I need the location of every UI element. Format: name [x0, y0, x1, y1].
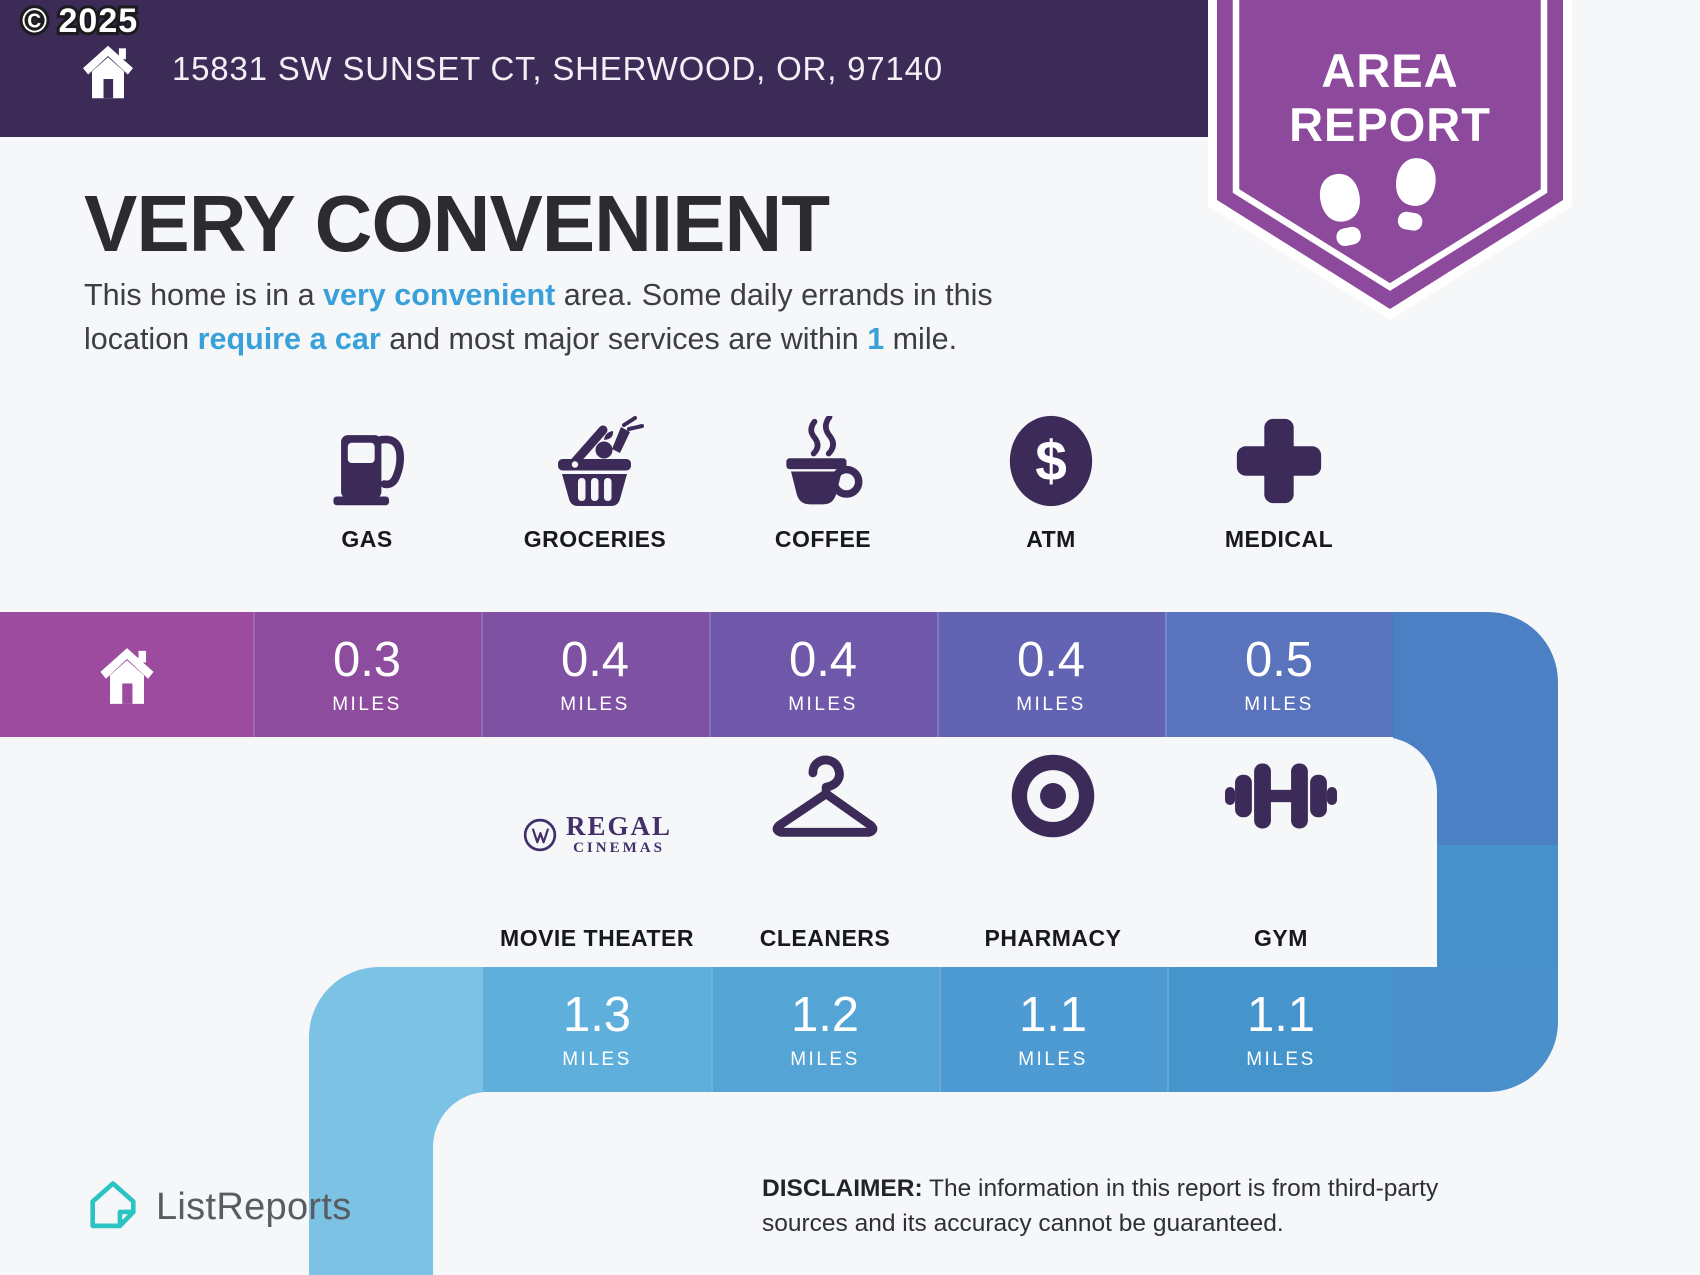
service-label: MEDICAL	[1224, 526, 1334, 552]
page-title: VERY CONVENIENT	[84, 179, 830, 268]
band2-distance-cell: 1.1 MILES	[939, 967, 1167, 1092]
disclaimer-text: DISCLAIMER: The information in this repo…	[762, 1172, 1507, 1242]
gas-pump-icon	[253, 400, 481, 510]
band2-distance-cell: 1.1 MILES	[1167, 967, 1395, 1092]
service-column-cleaners: CLEANERS	[711, 737, 939, 967]
distance-value: 1.3	[562, 987, 632, 1042]
band2-distance-cell: 1.2 MILES	[711, 967, 939, 1092]
service-label: ATM	[1026, 526, 1076, 552]
service-label: GAS	[341, 526, 393, 552]
svg-text:$: $	[1035, 431, 1067, 494]
band2-distance-cell: 1.3 MILES	[483, 967, 711, 1092]
distance-value: 0.3	[332, 632, 402, 687]
description-segment: and most major services are within	[380, 321, 868, 356]
description-highlight: very convenient	[323, 278, 556, 312]
distance-unit: MILES	[788, 693, 858, 715]
band1-distance-cell: 0.4 MILES	[481, 612, 709, 737]
header-bar	[0, 0, 1240, 137]
description-segment: mile.	[884, 321, 958, 356]
listreports-wordmark: ListReports	[156, 1186, 352, 1228]
service-column-gas: GAS	[253, 400, 481, 553]
distance-value: 0.4	[560, 632, 630, 687]
home-icon	[93, 642, 161, 710]
distance-unit: MILES	[560, 693, 630, 715]
band1-distance-cell: 0.3 MILES	[253, 612, 481, 737]
route-turn-right-bottom	[1395, 967, 1558, 1092]
distance-value: 0.4	[788, 632, 858, 687]
listreports-logo-icon	[84, 1176, 142, 1239]
service-label: COFFEE	[774, 526, 872, 552]
distance-value: 0.4	[1016, 632, 1086, 687]
route-strip-right	[1437, 845, 1558, 969]
band1-distance-cell: 0.4 MILES	[937, 612, 1165, 737]
distance-value: 1.1	[1018, 987, 1088, 1042]
distance-unit: MILES	[562, 1048, 632, 1070]
brand-subname: CINEMAS	[573, 840, 665, 856]
service-label: GYM	[1254, 925, 1308, 951]
target-icon	[939, 737, 1167, 855]
badge-title: AREA REPORT	[1289, 44, 1491, 151]
distance-unit: MILES	[1018, 1048, 1088, 1070]
distance-value: 1.2	[790, 987, 860, 1042]
regal-cinemas-logo: REGAL CINEMAS	[483, 813, 711, 856]
service-column-pharmacy: PHARMACY	[939, 737, 1167, 967]
service-column-groceries: GROCERIES	[481, 400, 709, 553]
band1-home-cell	[0, 612, 253, 737]
brand-name: REGAL	[565, 811, 673, 841]
distance-unit: MILES	[1244, 693, 1314, 715]
route-inner-corner-mask-bottom	[433, 1092, 1700, 1275]
description-segment: location	[84, 321, 198, 356]
description-segment: This home is in a	[84, 278, 324, 312]
distance-unit: MILES	[332, 693, 402, 715]
hanger-icon	[711, 737, 939, 855]
copyright-text: © 2025	[19, 0, 140, 43]
description-segment: area. Some daily errands in this	[555, 278, 993, 312]
property-address: 15831 SW SUNSET CT, SHERWOOD, OR, 97140	[172, 49, 943, 87]
description-text: This home is in a very convenient area. …	[84, 274, 993, 361]
footprints-icon	[1319, 158, 1436, 247]
description-highlight: 1	[867, 321, 885, 356]
home-icon	[76, 34, 140, 110]
service-label: MOVIE THEATER	[500, 925, 694, 951]
service-column-atm: $ ATM	[937, 400, 1165, 553]
disclaimer-body: The information in this report is from t…	[762, 1175, 1439, 1237]
distance-unit: MILES	[790, 1048, 860, 1070]
area-report-badge	[1208, 0, 1572, 320]
coffee-cup-icon	[709, 400, 937, 510]
service-label: GROCERIES	[523, 526, 667, 552]
band1-distance-cell: 0.4 MILES	[709, 612, 937, 737]
distance-value: 1.1	[1246, 987, 1316, 1042]
service-column-gym: GYM	[1167, 737, 1395, 967]
service-label: PHARMACY	[984, 925, 1122, 951]
disclaimer-label: DISCLAIMER:	[762, 1175, 923, 1202]
distance-value: 0.5	[1244, 632, 1314, 687]
medical-cross-icon	[1165, 400, 1393, 510]
distance-unit: MILES	[1016, 693, 1086, 715]
band1-distance-cell: 0.5 MILES	[1165, 612, 1393, 737]
service-column-medical: MEDICAL	[1165, 400, 1393, 553]
dollar-circle-icon: $	[937, 400, 1165, 510]
description-highlight: require a car	[197, 321, 381, 356]
service-column-movie-theater: REGAL CINEMAS MOVIE THEATER	[483, 737, 711, 967]
service-label: CLEANERS	[759, 925, 891, 951]
dumbbell-icon	[1167, 737, 1395, 855]
route-inner-corner-mask-top	[0, 737, 1437, 967]
grocery-basket-icon	[481, 400, 709, 510]
distance-unit: MILES	[1246, 1048, 1316, 1070]
listreports-logo: ListReports	[84, 1176, 352, 1239]
service-column-coffee: COFFEE	[709, 400, 937, 553]
